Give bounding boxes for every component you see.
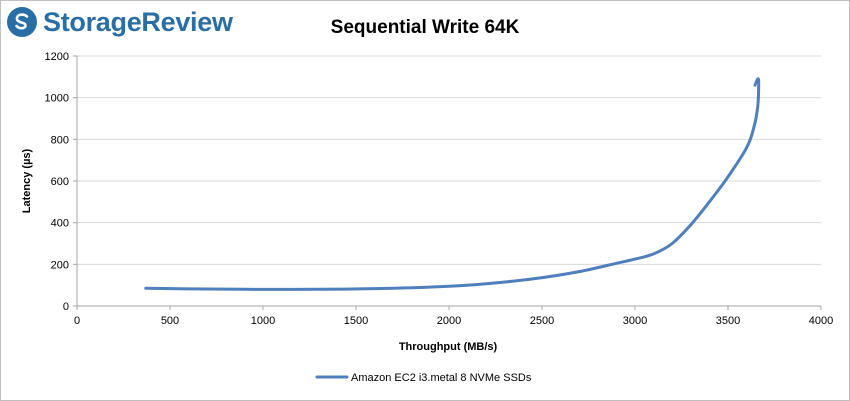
y-tick-label-1: 200 [51, 259, 69, 271]
x-tick-label-3: 1500 [344, 315, 368, 327]
x-tick-label-2: 1000 [251, 315, 275, 327]
y-tick-label-5: 1000 [45, 93, 69, 105]
legend-label-0: Amazon EC2 i3.metal 8 NVMe SSDs [351, 372, 532, 384]
x-tick-label-6: 3000 [623, 315, 647, 327]
axes [73, 55, 822, 310]
series-line-0 [144, 77, 761, 291]
x-tick-label-4: 2000 [437, 315, 461, 327]
x-tick-label-8: 4000 [809, 315, 833, 327]
x-axis-label: Throughput (MB/s) [399, 341, 498, 353]
y-axis-label: Latency (µs) [21, 148, 33, 213]
y-tick-label-0: 0 [63, 301, 69, 313]
x-tick-label-7: 3500 [716, 315, 740, 327]
y-tick-label-2: 400 [51, 218, 69, 230]
brand-name: StorageReview [43, 6, 233, 37]
y-tick-labels: 0 200 400 600 800 1000 1200 [45, 51, 69, 313]
x-tick-label-5: 2500 [530, 315, 554, 327]
chart-title: Sequential Write 64K [331, 17, 520, 38]
y-tick-label-4: 800 [51, 134, 69, 146]
x-tick-label-1: 500 [161, 315, 179, 327]
x-tick-label-0: 0 [74, 315, 80, 327]
brand-logo: StorageReview [6, 6, 233, 38]
storagereview-logo-icon [7, 7, 37, 37]
legend: Amazon EC2 i3.metal 8 NVMe SSDs [315, 372, 532, 384]
gridlines [77, 55, 821, 265]
y-tick-label-3: 600 [51, 176, 69, 188]
x-tick-labels: 0 500 1000 1500 2000 2500 3000 3500 4000 [74, 315, 833, 327]
y-tick-label-6: 1200 [45, 51, 69, 63]
series-lines [144, 77, 761, 291]
